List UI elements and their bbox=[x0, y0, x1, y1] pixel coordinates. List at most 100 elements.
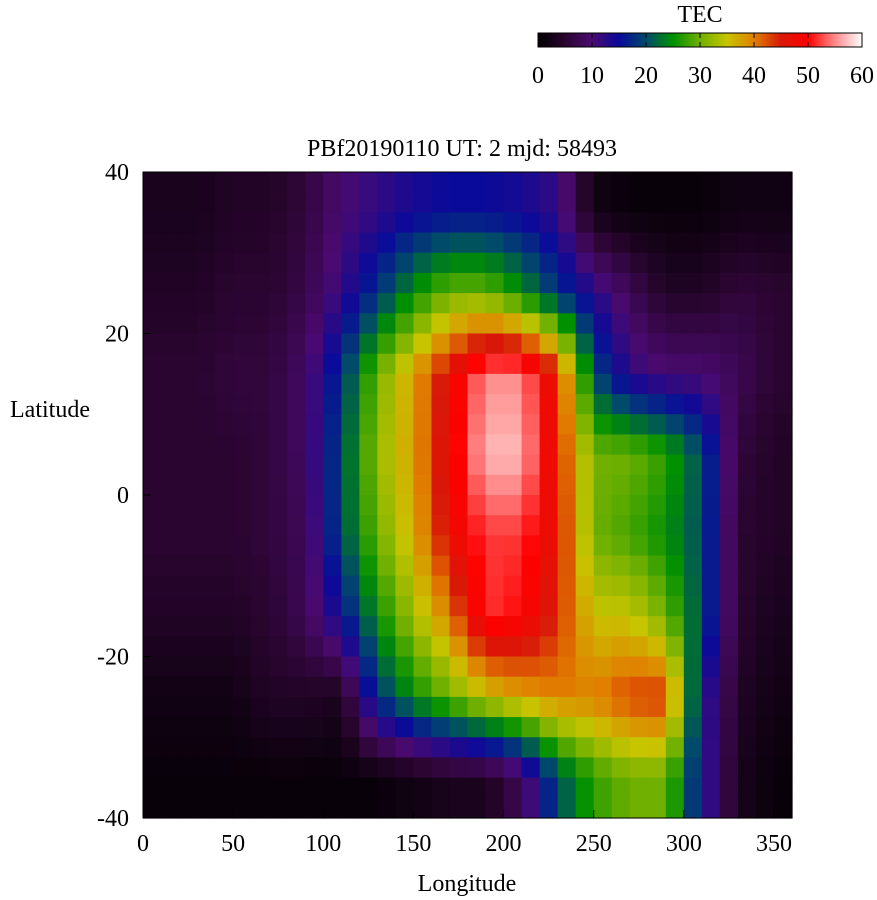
heatmap-cell bbox=[773, 192, 793, 213]
heatmap-cell bbox=[665, 717, 685, 738]
heatmap-cell bbox=[485, 575, 505, 597]
heatmap-cell bbox=[395, 717, 415, 738]
heatmap-cell bbox=[755, 252, 775, 274]
heatmap-cell bbox=[413, 575, 433, 597]
heatmap-cell bbox=[413, 696, 433, 718]
heatmap-cell bbox=[719, 252, 739, 274]
heatmap-cell bbox=[701, 515, 721, 536]
heatmap-cell bbox=[287, 656, 306, 678]
heatmap-cell bbox=[197, 373, 216, 395]
heatmap-cell bbox=[683, 717, 703, 738]
heatmap-cell bbox=[143, 172, 162, 193]
heatmap-cell bbox=[233, 373, 252, 395]
heatmap-cell bbox=[323, 172, 342, 193]
heatmap-cell bbox=[431, 313, 451, 335]
heatmap-cell bbox=[683, 656, 703, 678]
heatmap-cell bbox=[539, 272, 559, 294]
heatmap-cell bbox=[197, 696, 216, 718]
heatmap-cell bbox=[593, 394, 613, 415]
heatmap-cell bbox=[413, 595, 433, 617]
heatmap-cell bbox=[323, 212, 342, 234]
heatmap-cell bbox=[629, 232, 649, 254]
heatmap-cell bbox=[413, 272, 433, 294]
heatmap-cell bbox=[377, 797, 396, 819]
heatmap-cell bbox=[737, 575, 757, 597]
heatmap-cell bbox=[323, 696, 342, 718]
heatmap-cell bbox=[215, 737, 234, 759]
heatmap-cell bbox=[467, 434, 487, 456]
heatmap-cell bbox=[755, 293, 775, 314]
heatmap-cell bbox=[359, 595, 378, 617]
heatmap-cell bbox=[287, 414, 306, 436]
heatmap-cell bbox=[449, 394, 469, 415]
heatmap-cell bbox=[269, 515, 288, 536]
heatmap-cell bbox=[629, 656, 649, 678]
heatmap-cell bbox=[413, 293, 433, 314]
heatmap-cell bbox=[647, 474, 667, 496]
heatmap-cell bbox=[701, 454, 721, 476]
heatmap-cell bbox=[539, 293, 559, 314]
heatmap-cell bbox=[737, 595, 757, 617]
heatmap-cell bbox=[197, 272, 216, 294]
heatmap-cell bbox=[179, 555, 198, 577]
heatmap-cell bbox=[593, 636, 613, 658]
heatmap-cell bbox=[611, 595, 631, 617]
heatmap-cell bbox=[647, 515, 667, 536]
heatmap-cell bbox=[179, 313, 198, 335]
heatmap-cell bbox=[269, 293, 288, 314]
heatmap-cell bbox=[431, 535, 451, 557]
heatmap-cell bbox=[305, 676, 324, 698]
heatmap-cell bbox=[467, 454, 487, 476]
heatmap-cell bbox=[629, 797, 649, 819]
heatmap-cell bbox=[143, 515, 162, 536]
heatmap-cell bbox=[395, 172, 415, 193]
heatmap-cell bbox=[323, 757, 342, 779]
heatmap-cell bbox=[143, 777, 162, 799]
heatmap-cell bbox=[233, 757, 252, 779]
heatmap-cell bbox=[593, 737, 613, 759]
heatmap-cell bbox=[449, 313, 469, 335]
heatmap-cell bbox=[233, 333, 252, 355]
heatmap-cell bbox=[377, 555, 396, 577]
heatmap-cell bbox=[521, 474, 541, 496]
heatmap-cell bbox=[557, 272, 577, 294]
heatmap-cell bbox=[665, 737, 685, 759]
heatmap-cell bbox=[737, 434, 757, 456]
heatmap-cell bbox=[377, 696, 396, 718]
heatmap-cell bbox=[647, 353, 667, 375]
heatmap-cell bbox=[755, 676, 775, 698]
heatmap-cell bbox=[377, 293, 396, 314]
heatmap-cell bbox=[521, 616, 541, 637]
heatmap-cell bbox=[485, 616, 505, 637]
heatmap-cell bbox=[575, 394, 595, 415]
heatmap-cell bbox=[359, 434, 378, 456]
heatmap-cell bbox=[341, 555, 360, 577]
heatmap-cell bbox=[737, 555, 757, 577]
heatmap-cell bbox=[611, 555, 631, 577]
heatmap-cell bbox=[269, 495, 288, 516]
heatmap-cell bbox=[179, 373, 198, 395]
heatmap-cell bbox=[341, 515, 360, 536]
heatmap-cell bbox=[557, 636, 577, 658]
heatmap-cell bbox=[323, 616, 342, 637]
x-tick-label: 250 bbox=[576, 831, 612, 857]
heatmap-cell bbox=[611, 515, 631, 536]
heatmap-cell bbox=[323, 192, 342, 213]
heatmap-cell bbox=[179, 232, 198, 254]
heatmap-cell bbox=[449, 353, 469, 375]
heatmap-cell bbox=[557, 757, 577, 779]
heatmap-cell bbox=[521, 434, 541, 456]
heatmap-cell bbox=[755, 232, 775, 254]
heatmap-cell bbox=[161, 454, 180, 476]
heatmap-cell bbox=[683, 737, 703, 759]
heatmap-cell bbox=[431, 737, 451, 759]
heatmap-cell bbox=[701, 717, 721, 738]
heatmap-cell bbox=[755, 212, 775, 234]
heatmap-cell bbox=[161, 696, 180, 718]
heatmap-cell bbox=[593, 555, 613, 577]
heatmap-cell bbox=[683, 192, 703, 213]
heatmap-cell bbox=[413, 454, 433, 476]
heatmap-cell bbox=[287, 676, 306, 698]
heatmap-cell bbox=[251, 717, 270, 738]
heatmap-cell bbox=[539, 434, 559, 456]
